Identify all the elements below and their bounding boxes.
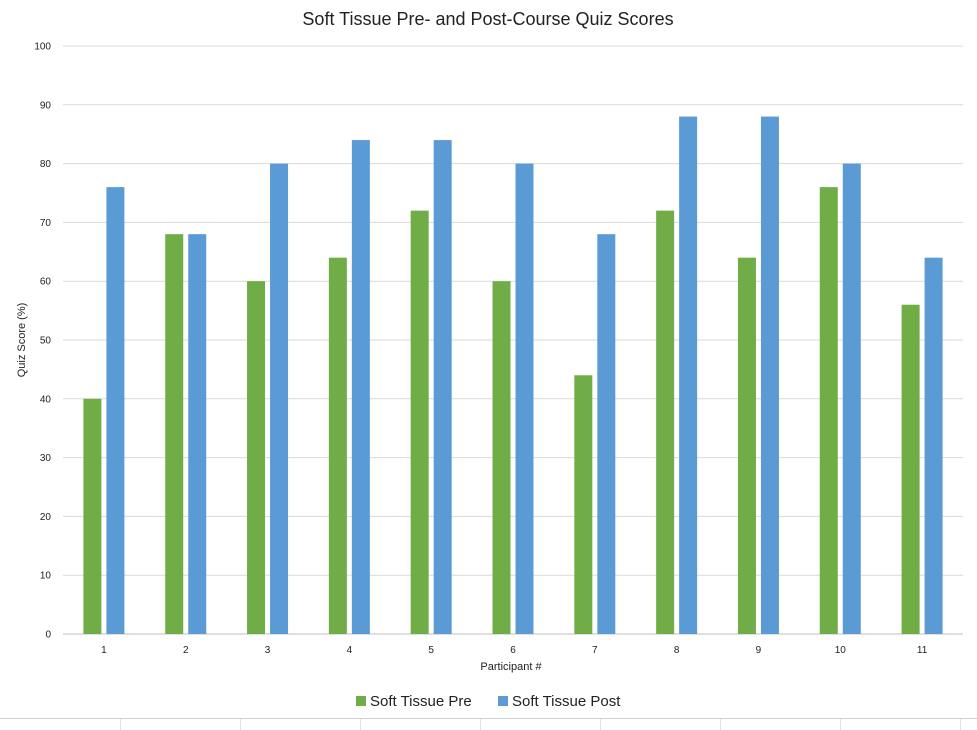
bar-soft-tissue-post-11 (924, 257, 943, 634)
y-tick-label: 40 (40, 394, 52, 405)
legend-swatch (356, 696, 366, 706)
bar-soft-tissue-post-5 (433, 140, 452, 634)
bar-soft-tissue-post-4 (351, 140, 370, 634)
x-tick-label: 5 (428, 645, 434, 656)
bar-soft-tissue-pre-6 (492, 281, 511, 634)
y-tick-label: 50 (40, 336, 52, 347)
x-tick-label: 3 (265, 645, 271, 656)
x-tick-label: 11 (917, 645, 928, 656)
y-tick-label: 80 (40, 159, 52, 170)
bar-soft-tissue-post-10 (842, 163, 861, 634)
y-tick-label: 90 (40, 100, 52, 111)
bar-soft-tissue-pre-1 (83, 398, 102, 634)
x-tick-label: 9 (756, 645, 762, 656)
gridlines (63, 45, 963, 635)
bar-soft-tissue-pre-8 (656, 210, 675, 634)
x-axis-label: Participant # (480, 661, 542, 673)
y-tick-label: 30 (40, 453, 52, 464)
bar-soft-tissue-post-3 (270, 163, 289, 634)
bar-soft-tissue-pre-9 (737, 257, 756, 634)
legend-swatch (498, 696, 508, 706)
spreadsheet-gridline-strip (0, 718, 977, 730)
y-tick-label: 100 (34, 42, 51, 53)
bars (83, 116, 943, 634)
x-tick-label: 2 (183, 645, 189, 656)
bar-soft-tissue-pre-5 (410, 210, 429, 634)
y-tick-label: 10 (40, 571, 52, 582)
y-axis-ticks: 0 10 20 30 40 50 60 70 80 90 100 (34, 42, 51, 641)
bar-soft-tissue-post-9 (760, 116, 779, 634)
y-axis-label: Quiz Score (%) (16, 303, 28, 378)
x-tick-label: 7 (592, 645, 598, 656)
bar-soft-tissue-pre-4 (328, 257, 347, 634)
bar-soft-tissue-pre-11 (901, 304, 920, 634)
bar-soft-tissue-post-2 (188, 234, 207, 634)
bar-soft-tissue-post-6 (515, 163, 534, 634)
y-tick-label: 20 (40, 512, 52, 523)
legend-label: Soft Tissue Pre (370, 693, 472, 710)
bar-soft-tissue-pre-2 (165, 234, 184, 634)
legend-label: Soft Tissue Post (512, 693, 621, 710)
bar-soft-tissue-pre-10 (819, 187, 838, 634)
x-tick-label: 4 (347, 645, 353, 656)
y-tick-label: 60 (40, 277, 52, 288)
x-tick-label: 6 (510, 645, 516, 656)
x-tick-label: 10 (835, 645, 847, 656)
x-tick-label: 8 (674, 645, 680, 656)
y-tick-label: 70 (40, 218, 52, 229)
bar-soft-tissue-pre-7 (574, 375, 593, 634)
x-axis-ticks: 1 2 3 4 5 6 7 8 9 10 11 (101, 645, 928, 656)
legend: Soft Tissue Pre Soft Tissue Post (356, 693, 621, 710)
y-tick-label: 0 (45, 630, 51, 641)
chart-title: Soft Tissue Pre- and Post-Course Quiz Sc… (302, 9, 673, 29)
bar-soft-tissue-post-1 (106, 187, 125, 634)
bar-soft-tissue-pre-3 (247, 281, 266, 634)
bar-soft-tissue-post-8 (679, 116, 698, 634)
bar-soft-tissue-post-7 (597, 234, 616, 634)
x-tick-label: 1 (101, 645, 107, 656)
